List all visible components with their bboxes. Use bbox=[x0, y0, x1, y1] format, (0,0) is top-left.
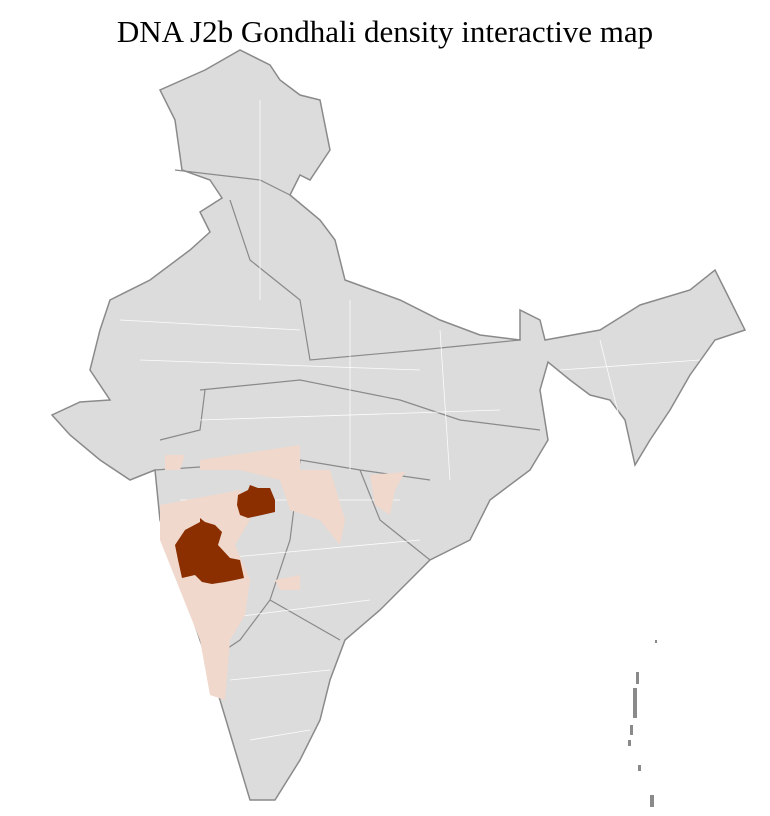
region-aurangabad[interactable] bbox=[237, 485, 275, 518]
map-title: DNA J2b Gondhali density interactive map bbox=[116, 14, 654, 49]
high-density-regions[interactable] bbox=[175, 485, 275, 584]
district-lines bbox=[119, 100, 701, 741]
india-outline[interactable] bbox=[50, 49, 747, 801]
region-pune[interactable] bbox=[175, 518, 244, 584]
andaman-islands bbox=[628, 640, 657, 807]
